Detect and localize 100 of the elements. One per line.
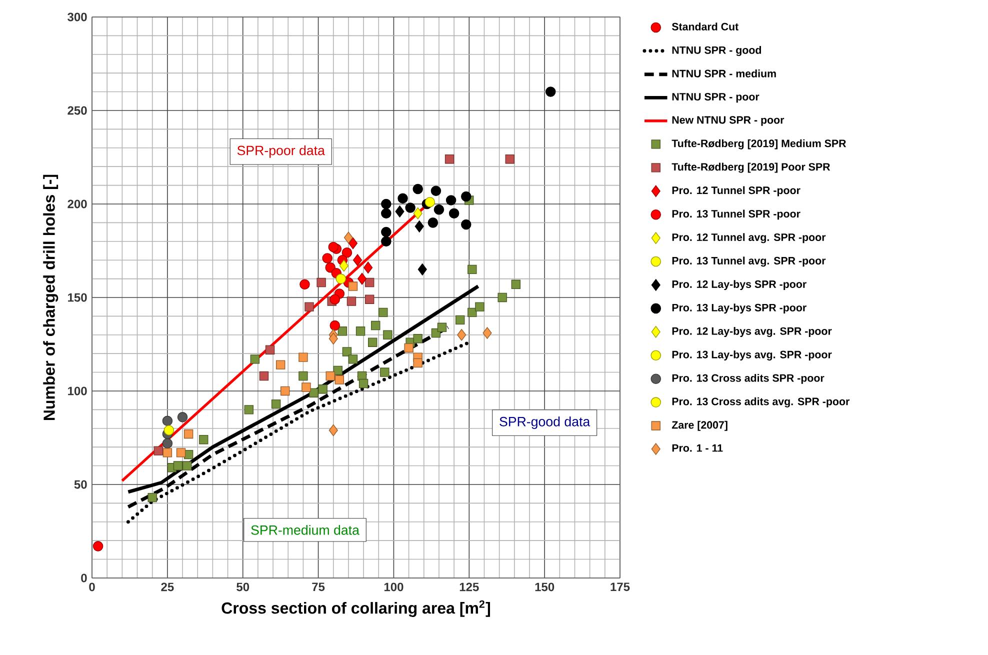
point [482,327,492,339]
y-tick-label: 50 [74,480,87,489]
point [511,280,521,289]
legend-label: Pro. 12 Lay-bys SPR -poor [672,280,806,290]
point [381,226,392,238]
point [338,326,348,336]
point [298,352,308,362]
point [457,328,466,341]
legend-label: Standard Cut [672,22,738,30]
point [348,282,358,291]
point [364,294,374,304]
line-series [126,284,480,494]
point [328,332,338,345]
point [368,338,378,347]
point [364,278,374,288]
legend-label: Zare [2007] [672,420,728,431]
point [383,330,392,340]
point [182,461,192,470]
point [380,368,390,377]
x-tick-label: 50 [236,582,250,592]
point [336,274,346,284]
point [339,260,348,272]
point [348,354,358,364]
point [371,320,380,330]
point [328,424,338,436]
legend-label: Pro. 1 - 11 [672,444,723,452]
legend-label: Pro. 12 Lay-bys avg. SPR -poor [672,327,832,338]
point [356,326,366,336]
point [428,218,438,228]
point [414,220,424,232]
point [446,195,456,206]
annotation: SPR-good data [500,416,590,429]
point [302,382,311,392]
y-tick-label: 0 [81,574,87,582]
point [413,207,422,220]
point [259,371,269,381]
point [162,438,173,448]
legend-label: Pro. 13 Tunnel SPR -poor [672,210,800,220]
point [460,219,472,230]
point [154,446,163,456]
point [92,541,104,552]
point [395,206,404,218]
point [309,388,318,398]
point [184,429,194,439]
point [176,448,186,458]
x-tick-label: 75 [312,582,325,592]
point [333,366,343,376]
x-tick-label: 125 [460,582,479,592]
y-tick-label: 200 [68,200,87,208]
line-series [126,340,471,524]
point [328,242,339,252]
line-series [126,326,450,509]
x-tick-label: 0 [89,582,95,592]
point [265,345,275,354]
y-axis-title: Number of charged drill holes [-] [43,174,58,420]
point [448,208,460,218]
legend-label: Tufte-Rødberg [2019] Poor SPR [672,162,830,173]
y-tick-label: 250 [68,106,87,115]
x-axis-title: Cross section of collaring area [m$^{2}$] [222,600,490,617]
point [276,360,286,370]
point [405,202,416,213]
point [199,435,208,444]
legend-label: NTNU SPR - good [672,46,762,56]
legend-label: Pro. 13 Lay-bys SPR -poor [672,304,806,314]
point [173,461,183,470]
point [498,292,507,302]
legend-label: NTNU SPR - medium [672,70,776,78]
point [148,492,157,502]
point [468,308,477,318]
point [342,247,352,258]
point [424,196,436,208]
point [418,264,427,276]
legend-label: Pro. 12 Tunnel SPR -poor [672,186,800,196]
legend-label: Pro. 13 Lay-bys avg. SPR -poor [672,350,832,360]
legend-label: Tufte-Rødberg [2019] Medium SPR [672,139,846,150]
point [352,254,362,266]
point [322,253,332,264]
point [334,375,344,384]
point [413,334,422,344]
point [460,191,472,202]
point [271,399,281,409]
point [162,416,173,426]
point [358,378,368,388]
point [505,154,514,164]
point [404,343,414,353]
point [358,272,367,285]
legend-label: Pro. 13 Cross adits SPR -poor [672,374,824,384]
y-tick-label: 100 [68,386,87,396]
point [250,354,260,364]
point [381,208,392,218]
point [437,322,447,332]
point [413,358,422,368]
point [244,405,254,414]
point [434,204,444,215]
annotation: SPR-poor data [237,145,325,158]
legend-label: Pro. 12 Tunnel avg. SPR -poor [672,233,826,244]
point [330,294,340,304]
x-tick-label: 100 [384,582,404,592]
point [346,296,356,306]
point [164,425,174,436]
